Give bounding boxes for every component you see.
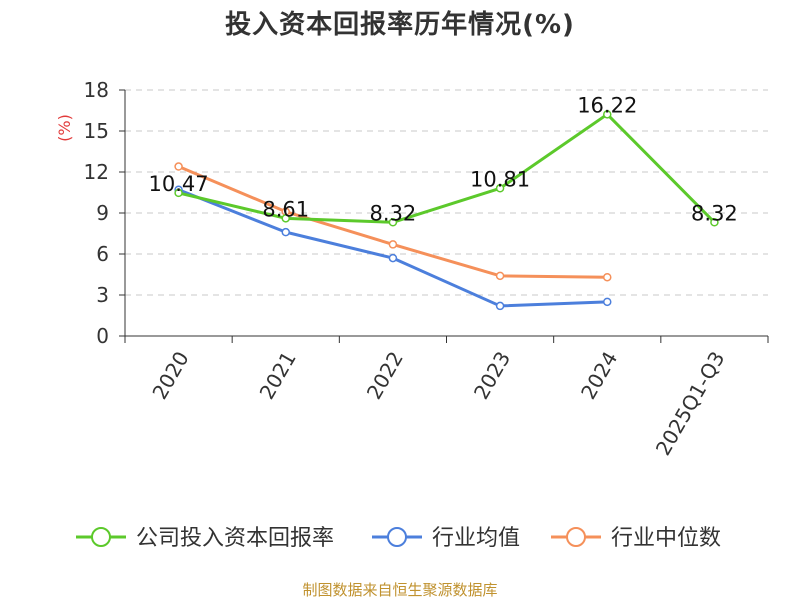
- data-label: 8.61: [262, 197, 309, 221]
- data-point: [710, 218, 719, 227]
- x-tick-label: 2023: [469, 347, 515, 403]
- data-point: [388, 240, 398, 249]
- chart-title: 投入资本回报率历年情况(%): [225, 10, 575, 40]
- data-label: 16.22: [577, 93, 637, 117]
- data-point: [281, 214, 290, 223]
- x-tick-label: 2022: [362, 347, 408, 403]
- y-tick-label: 12: [84, 160, 109, 184]
- data-point: [281, 227, 290, 237]
- legend-label: 行业均值: [432, 526, 520, 551]
- data-point: [388, 218, 398, 227]
- series-line: [178, 112, 716, 224]
- x-tick-label: 2024: [576, 347, 622, 403]
- data-label: 8.32: [691, 201, 738, 225]
- y-tick-label: 15: [84, 119, 109, 143]
- legend-marker: [566, 527, 586, 547]
- data-label: 10.81: [470, 167, 530, 191]
- y-tick-label: 6: [96, 242, 109, 266]
- data-point: [388, 253, 398, 263]
- x-tick-label: 2021: [255, 347, 301, 403]
- data-point: [603, 272, 612, 282]
- y-tick-label: 18: [84, 78, 109, 102]
- y-tick-label: 9: [96, 201, 109, 225]
- x-tick-label: 2025Q1-Q3: [651, 347, 730, 459]
- legend-marker: [91, 527, 111, 547]
- y-tick-label: 0: [96, 324, 109, 348]
- data-point: [603, 297, 612, 307]
- data-label: 8.32: [370, 201, 417, 225]
- data-point: [495, 184, 505, 193]
- legend-marker: [387, 527, 407, 547]
- data-point: [495, 301, 505, 311]
- y-tick-label: 3: [96, 283, 109, 307]
- data-point: [495, 271, 505, 281]
- data-point: [603, 110, 612, 119]
- y-axis-label: (%): [55, 114, 74, 142]
- data-label: 10.47: [149, 172, 209, 196]
- data-point: [174, 188, 183, 198]
- x-tick-label: 2020: [147, 347, 193, 403]
- legend-label: 行业中位数: [611, 526, 721, 551]
- source-note: 制图数据来自恒生聚源数据库: [302, 581, 498, 599]
- data-point: [174, 162, 183, 171]
- legend-label: 公司投入资本回报率: [136, 526, 334, 551]
